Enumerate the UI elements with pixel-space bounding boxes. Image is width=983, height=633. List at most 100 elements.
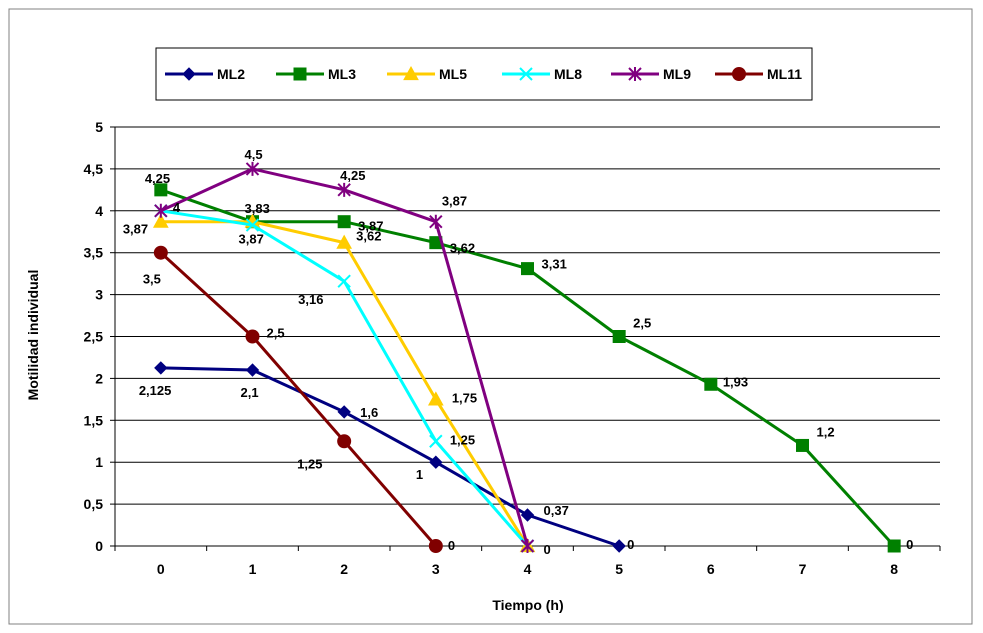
legend-label: ML3 — [328, 66, 356, 82]
square-marker — [154, 183, 168, 197]
circle-marker — [337, 434, 352, 449]
series-ml9 — [154, 161, 535, 553]
square-marker — [521, 262, 534, 276]
data-label: 0 — [544, 542, 551, 557]
y-tick-label: 0 — [95, 538, 103, 554]
legend-label: ML2 — [217, 66, 245, 82]
axes: 00,511,522,533,544,550 1 2 3 4 5 6 7 8 — [84, 119, 941, 577]
x-tick-label: 8 — [890, 561, 898, 577]
legend-item-ml3: ML3 — [276, 66, 356, 82]
data-label: 3,31 — [542, 257, 567, 272]
data-label: 1,6 — [360, 405, 378, 420]
data-label: 3,5 — [143, 272, 161, 287]
diamond-marker — [520, 508, 535, 522]
data-labels: 2,125 2,11,610,3704,253,873,873,623,312,5… — [123, 147, 914, 557]
legend-label: ML9 — [663, 66, 691, 82]
legend-label: ML5 — [439, 66, 467, 82]
triangle-marker — [427, 391, 444, 406]
square-marker — [796, 438, 809, 452]
y-tick-label: 4 — [95, 203, 103, 219]
diamond-marker — [429, 455, 443, 469]
data-label: 3,16 — [298, 292, 323, 307]
data-label: 4,25 — [340, 168, 365, 183]
data-label: 3,83 — [245, 201, 270, 216]
square-marker — [293, 67, 307, 81]
legend-box — [155, 47, 813, 101]
series-line — [159, 251, 437, 547]
data-label: 1 — [416, 467, 423, 482]
grid-lines — [115, 126, 940, 505]
legend-item-ml8: ML8 — [502, 66, 582, 82]
data-label: 3,87 — [239, 232, 264, 247]
y-tick-label: 3 — [95, 287, 103, 303]
data-label: 4,25 — [145, 171, 170, 186]
series-ml11 — [153, 245, 443, 553]
series-ml2 — [154, 361, 626, 553]
y-tick-label: 5 — [95, 119, 103, 135]
data-label: 0 — [627, 537, 634, 552]
triangle-marker — [152, 213, 169, 228]
data-label: 2,5 — [633, 316, 651, 331]
circle-marker — [428, 539, 443, 553]
circle-marker — [245, 329, 260, 344]
y-tick-label: 3,5 — [84, 245, 104, 261]
triangle-marker — [403, 65, 419, 81]
circle-marker — [153, 245, 168, 260]
x-marker — [429, 434, 443, 448]
diamond-marker — [337, 405, 351, 419]
data-label: 4 — [173, 200, 181, 215]
x-marker — [245, 218, 260, 232]
data-label: 2,5 — [267, 326, 285, 341]
x-tick-label: 5 — [615, 561, 623, 577]
data-label: 1,25 — [450, 432, 475, 447]
x-tick-label: 1 — [249, 561, 257, 577]
square-marker — [337, 215, 351, 229]
square-marker — [612, 330, 626, 343]
diamond-marker — [245, 363, 260, 377]
x-marker — [519, 67, 533, 81]
x-marker — [337, 274, 351, 288]
legend-item-ml2: ML2 — [165, 66, 245, 82]
x-axis-title: Tiempo (h) — [492, 597, 563, 613]
circle-marker — [732, 67, 746, 81]
diamond-marker — [154, 361, 168, 375]
star-marker — [520, 539, 535, 553]
y-tick-label: 2,5 — [84, 329, 104, 345]
data-label: 3,87 — [123, 222, 148, 237]
x-tick-label: 3 — [432, 561, 440, 577]
star-marker — [245, 161, 260, 176]
data-label: 1,93 — [723, 374, 748, 389]
legend-label: ML8 — [554, 66, 582, 82]
y-tick-label: 0,5 — [84, 496, 104, 512]
y-tick-label: 2 — [95, 370, 103, 386]
data-label: 1,2 — [817, 424, 835, 439]
diamond-marker — [612, 539, 626, 553]
data-label: 1,25 — [297, 456, 322, 471]
data-label: 0,37 — [544, 503, 569, 518]
series-layer — [152, 161, 901, 553]
chart-area-border — [8, 8, 973, 625]
square-marker — [887, 539, 901, 553]
series-line — [160, 366, 620, 548]
diamond-marker — [182, 67, 196, 81]
legend-item-ml5: ML5 — [387, 65, 467, 82]
data-label: 3,62 — [356, 229, 381, 244]
data-label: 3,62 — [450, 241, 475, 256]
legend-item-ml11: ML11 — [715, 66, 802, 82]
data-label: 0 — [448, 538, 455, 553]
data-label: 2,1 — [241, 385, 259, 400]
data-label: 3,87 — [442, 194, 467, 209]
data-label: 4,5 — [245, 147, 263, 162]
star-marker — [154, 203, 168, 218]
legend-item-ml9: ML9 — [611, 66, 691, 82]
legend: ML2 ML3 ML5 ML8 ML9 ML11 — [155, 47, 813, 101]
y-tick-label: 1,5 — [84, 412, 104, 428]
y-axis-title: Motilidad individual — [25, 270, 41, 401]
x-tick-label: 6 — [707, 561, 715, 577]
triangle-marker — [336, 234, 353, 249]
star-marker — [429, 214, 443, 229]
star-marker — [337, 182, 351, 197]
star-marker — [628, 67, 642, 81]
